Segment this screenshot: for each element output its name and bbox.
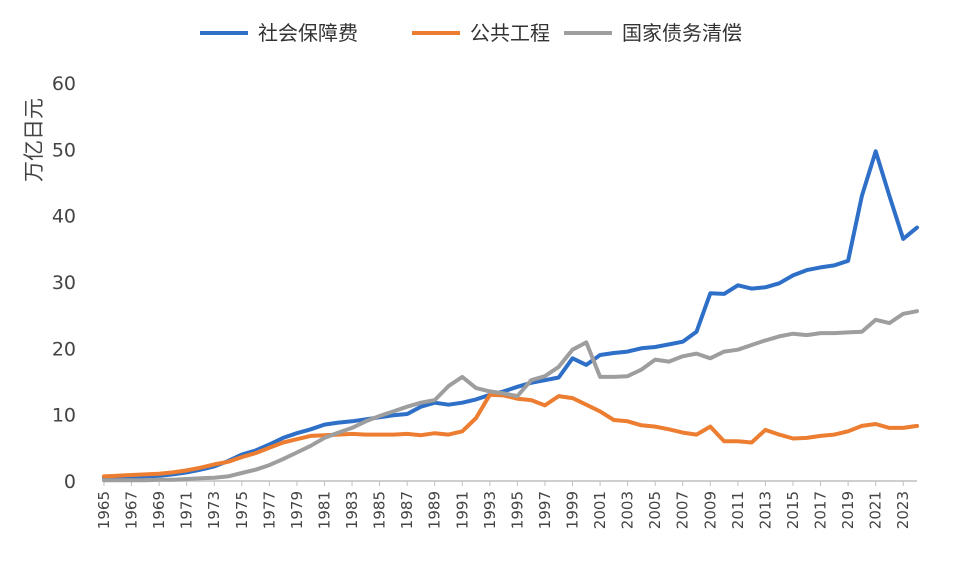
y-tick-label: 50 [52, 139, 76, 161]
y-tick-label: 0 [64, 471, 76, 493]
x-tick-label: 2001 [591, 491, 609, 529]
y-tick-label: 30 [52, 272, 76, 294]
x-tick-label: 2019 [839, 491, 857, 529]
x-tick-label: 1993 [481, 491, 499, 529]
x-tick-label: 1975 [233, 491, 251, 529]
x-tick-label: 1971 [178, 491, 196, 529]
x-tick-label: 2003 [619, 491, 637, 529]
x-tick-label: 2017 [812, 491, 830, 529]
y-tick-label: 20 [52, 338, 76, 360]
series-line [102, 392, 919, 479]
x-tick-label: 1977 [260, 491, 278, 529]
x-tick-label: 2011 [729, 491, 747, 529]
x-tick-label: 1997 [536, 491, 554, 529]
x-tick-label: 1967 [123, 491, 141, 529]
x-tick-label: 1999 [564, 491, 582, 529]
x-tick-label: 1973 [205, 491, 223, 529]
y-tick-label: 10 [52, 405, 76, 427]
x-tick-label: 2015 [784, 491, 802, 529]
x-tick-label: 1969 [150, 491, 168, 529]
x-tick-label: 1987 [398, 491, 416, 529]
x-tick-label: 2023 [894, 491, 912, 529]
series-lines [102, 149, 919, 483]
x-tick-label: 1983 [343, 491, 361, 529]
x-axis-ticks: 1965 1967 1969 1971 1973 1975 1977 1979 1981 1983… [95, 481, 912, 529]
x-tick-label: 1981 [315, 491, 333, 529]
x-tick-label: 2005 [646, 491, 664, 529]
legend-label: 公共工程 [470, 21, 550, 45]
x-tick-label: 2007 [674, 491, 692, 529]
x-tick-label: 1989 [426, 491, 444, 529]
y-tick-label: 60 [52, 73, 76, 95]
series-line [102, 149, 919, 480]
x-tick-label: 2021 [867, 491, 885, 529]
y-tick-label: 40 [52, 206, 76, 228]
y-axis-label: 万亿日元 [22, 98, 46, 182]
x-tick-label: 2009 [701, 491, 719, 529]
series-line [102, 309, 919, 483]
x-tick-label: 1985 [371, 491, 389, 529]
legend-label: 国家债务清偿 [622, 21, 742, 45]
y-axis-ticks: 0 10 20 30 40 50 60 [52, 73, 76, 493]
x-tick-label: 1979 [288, 491, 306, 529]
x-tick-label: 2013 [756, 491, 774, 529]
x-tick-label: 1995 [508, 491, 526, 529]
x-tick-label: 1965 [95, 491, 113, 529]
legend-label: 社会保障费 [258, 21, 358, 45]
x-tick-label: 1991 [453, 491, 471, 529]
legend: 社会保障费 公共工程 国家债务清偿 [200, 21, 742, 45]
